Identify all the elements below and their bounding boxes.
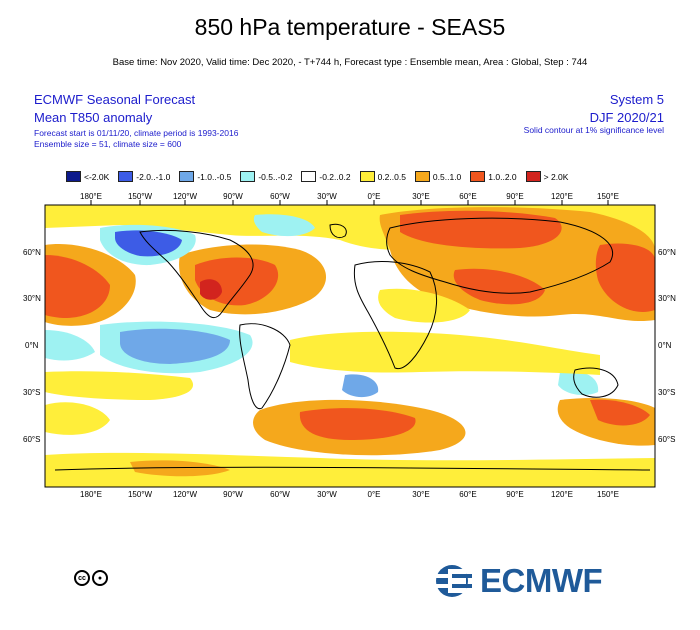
- lon-label: 150°E: [597, 192, 619, 201]
- lat-label: 30°N: [23, 294, 41, 303]
- lon-label: 60°W: [270, 192, 290, 201]
- legend-swatch: [66, 171, 81, 182]
- legend-label: -0.5..-0.2: [258, 171, 293, 182]
- by-icon: ●: [92, 570, 108, 586]
- legend-swatch: [525, 171, 541, 182]
- map-title: 850 hPa temperature - SEAS5: [194, 14, 506, 40]
- header-left-line4: Ensemble size = 51, climate size = 600: [34, 139, 182, 149]
- lon-label: 30°W: [317, 192, 337, 201]
- lon-label: 60°W: [270, 490, 290, 499]
- legend-item: -0.5..-0.2: [240, 171, 292, 182]
- lon-label: 150°E: [597, 490, 619, 499]
- lon-label: 180°E: [80, 192, 102, 201]
- legend-item: -1.0..-0.5: [179, 171, 231, 182]
- map-field: [45, 205, 655, 487]
- ecmwf-logo: ECMWF: [428, 562, 603, 600]
- lat-label: 60°N: [23, 248, 41, 257]
- lat-label: 30°S: [23, 388, 40, 397]
- lon-label: 60°E: [459, 192, 476, 201]
- legend-swatch: [301, 171, 317, 182]
- lat-label: 30°N: [658, 294, 676, 303]
- header-left-line2: Mean T850 anomaly: [34, 110, 153, 125]
- lat-label: 60°N: [658, 248, 676, 257]
- legend-item: -2.0..-1.0: [118, 171, 170, 182]
- lon-label: 90°E: [506, 192, 523, 201]
- header-right-line3: Solid contour at 1% significance level: [523, 125, 664, 135]
- legend-swatch: [414, 171, 430, 182]
- legend-label: > 2.0K: [543, 171, 569, 182]
- cc-icon: cc: [74, 570, 90, 586]
- lon-label: 120°E: [551, 192, 573, 201]
- legend-item: 0.5..1.0: [414, 171, 462, 182]
- legend-item: -0.2..0.2: [301, 171, 351, 182]
- lon-label: 30°E: [412, 192, 429, 201]
- legend-item: 0.2..0.5: [359, 171, 406, 182]
- legend-label: 1.0..2.0: [488, 171, 517, 182]
- color-legend: <-2.0K -2.0..-1.0 -1.0..-0.5 -0.5..-0.2 …: [66, 171, 577, 182]
- legend-swatch: [179, 171, 195, 182]
- legend-item: 1.0..2.0: [470, 171, 517, 182]
- legend-label: 0.2..0.5: [377, 171, 406, 182]
- lon-label: 90°W: [223, 490, 243, 499]
- lon-label: 120°W: [173, 192, 198, 201]
- lon-label: 120°W: [173, 490, 198, 499]
- lat-label: 30°S: [658, 388, 675, 397]
- lon-label: 0°E: [368, 192, 381, 201]
- legend-swatch: [470, 171, 486, 182]
- map-subtitle: Base time: Nov 2020, Valid time: Dec 202…: [112, 57, 588, 68]
- legend-swatch: [359, 171, 375, 182]
- lon-label: 60°E: [459, 490, 476, 499]
- legend-swatch: [118, 171, 134, 182]
- header-left-line1: ECMWF Seasonal Forecast: [34, 92, 196, 107]
- ecmwf-logo-text: ECMWF: [480, 562, 603, 599]
- lon-label: 30°W: [317, 490, 337, 499]
- lat-label: 60°S: [23, 435, 40, 444]
- lat-label: 0°N: [658, 341, 672, 350]
- lat-label: 60°S: [658, 435, 675, 444]
- legend-label: 0.5..1.0: [432, 171, 462, 182]
- lon-label: 180°E: [80, 490, 102, 499]
- legend-label: -0.2..0.2: [319, 171, 351, 182]
- legend-item: > 2.0K: [525, 171, 569, 182]
- lon-label: 150°W: [128, 490, 153, 499]
- legend-item: <-2.0K: [66, 171, 109, 182]
- legend-swatch: [240, 171, 256, 182]
- lon-label: 120°E: [551, 490, 573, 499]
- header-right-line2: DJF 2020/21: [589, 110, 664, 125]
- header-right-line1: System 5: [609, 92, 664, 107]
- lon-label: 0°E: [368, 490, 381, 499]
- lon-label: 150°W: [128, 192, 153, 201]
- lon-label: 90°W: [223, 192, 243, 201]
- ecmwf-logo-icon: [432, 565, 472, 597]
- lat-label: 0°N: [25, 341, 39, 350]
- header-left-line3: Forecast start is 01/11/20, climate peri…: [34, 128, 239, 138]
- legend-label: -2.0..-1.0: [136, 171, 171, 182]
- legend-label: -1.0..-0.5: [197, 171, 232, 182]
- license-icons: cc ●: [74, 570, 108, 586]
- lon-label: 90°E: [506, 490, 523, 499]
- legend-label: <-2.0K: [84, 171, 110, 182]
- lon-label: 30°E: [412, 490, 429, 499]
